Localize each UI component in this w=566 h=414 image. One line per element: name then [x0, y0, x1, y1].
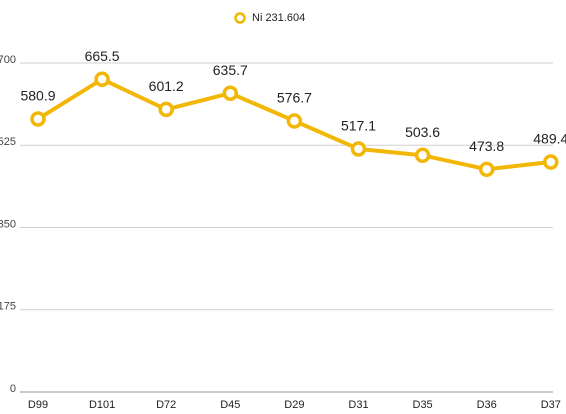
data-point [350, 141, 367, 157]
y-tick-label: 525 [0, 136, 16, 148]
data-label: 580.9 [20, 88, 55, 104]
data-point [414, 147, 431, 164]
data-label: 473.8 [469, 138, 504, 154]
data-point [222, 85, 239, 101]
data-label: 503.6 [405, 124, 440, 140]
legend-label: Ni 231.604 [252, 12, 305, 24]
x-tick-label: D72 [156, 399, 176, 411]
x-tick-label: D36 [477, 399, 497, 411]
data-label: 517.1 [341, 118, 376, 134]
data-label: 665.5 [85, 48, 120, 64]
x-tick-label: D99 [28, 399, 48, 411]
x-tick-label: D37 [541, 399, 561, 411]
legend: Ni 231.604 [234, 12, 305, 24]
y-tick-label: 0 [10, 383, 16, 395]
data-point [478, 161, 495, 178]
legend-marker [234, 12, 246, 24]
x-tick-label: D29 [284, 399, 304, 411]
data-point [158, 101, 174, 118]
data-label: 635.7 [213, 62, 248, 78]
y-tick-label: 350 [0, 218, 16, 230]
x-tick-label: D31 [348, 399, 368, 411]
x-tick-label: D45 [220, 399, 240, 411]
y-tick-label: 175 [0, 301, 16, 313]
data-label: 576.7 [277, 90, 312, 106]
data-point [30, 111, 46, 127]
data-label: 489.4 [533, 131, 566, 147]
x-tick-label: D35 [413, 399, 433, 411]
data-point [543, 154, 559, 170]
data-point [286, 113, 303, 129]
x-tick-label: D101 [89, 399, 115, 411]
data-label: 601.2 [149, 78, 184, 94]
data-point [94, 71, 110, 87]
y-tick-label: 700 [0, 54, 16, 66]
